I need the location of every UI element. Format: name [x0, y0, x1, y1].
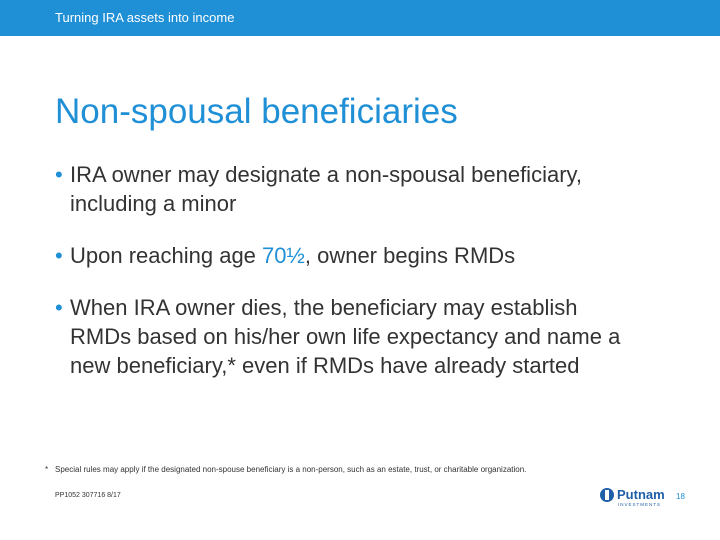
bullet-text: 70½: [262, 243, 305, 268]
bullet-text: , owner begins RMDs: [304, 243, 516, 268]
slide-title: Non-spousal beneficiaries: [55, 92, 458, 131]
footnote: * Special rules may apply if the designat…: [45, 465, 526, 474]
bullet: IRA owner may designate a non-spousal be…: [55, 160, 640, 218]
footnote-text: Special rules may apply if the designate…: [55, 465, 527, 474]
bullet: Upon reaching age 70½, owner begins RMDs: [55, 241, 640, 270]
logo-icon-bar: [605, 490, 609, 500]
header-band: [0, 0, 720, 36]
bullet-text: Upon reaching age: [70, 243, 263, 268]
bullet-text: IRA owner may designate a non-spousal be…: [70, 162, 582, 216]
logo-text: Putnam: [617, 487, 665, 502]
footnote-marker: *: [45, 465, 49, 474]
logo: Putnam INVESTMENTS: [600, 487, 665, 507]
bullet-list: IRA owner may designate a non-spousal be…: [55, 160, 655, 403]
page-number: 18: [676, 492, 685, 501]
footer-code: PP1052 307716 8/17: [55, 492, 121, 499]
header-title: Turning IRA assets into income: [55, 10, 235, 25]
bullet-text: When IRA owner dies, the beneficiary may…: [70, 295, 621, 378]
bullet: When IRA owner dies, the beneficiary may…: [55, 293, 640, 380]
logo-subtext: INVESTMENTS: [618, 502, 661, 507]
